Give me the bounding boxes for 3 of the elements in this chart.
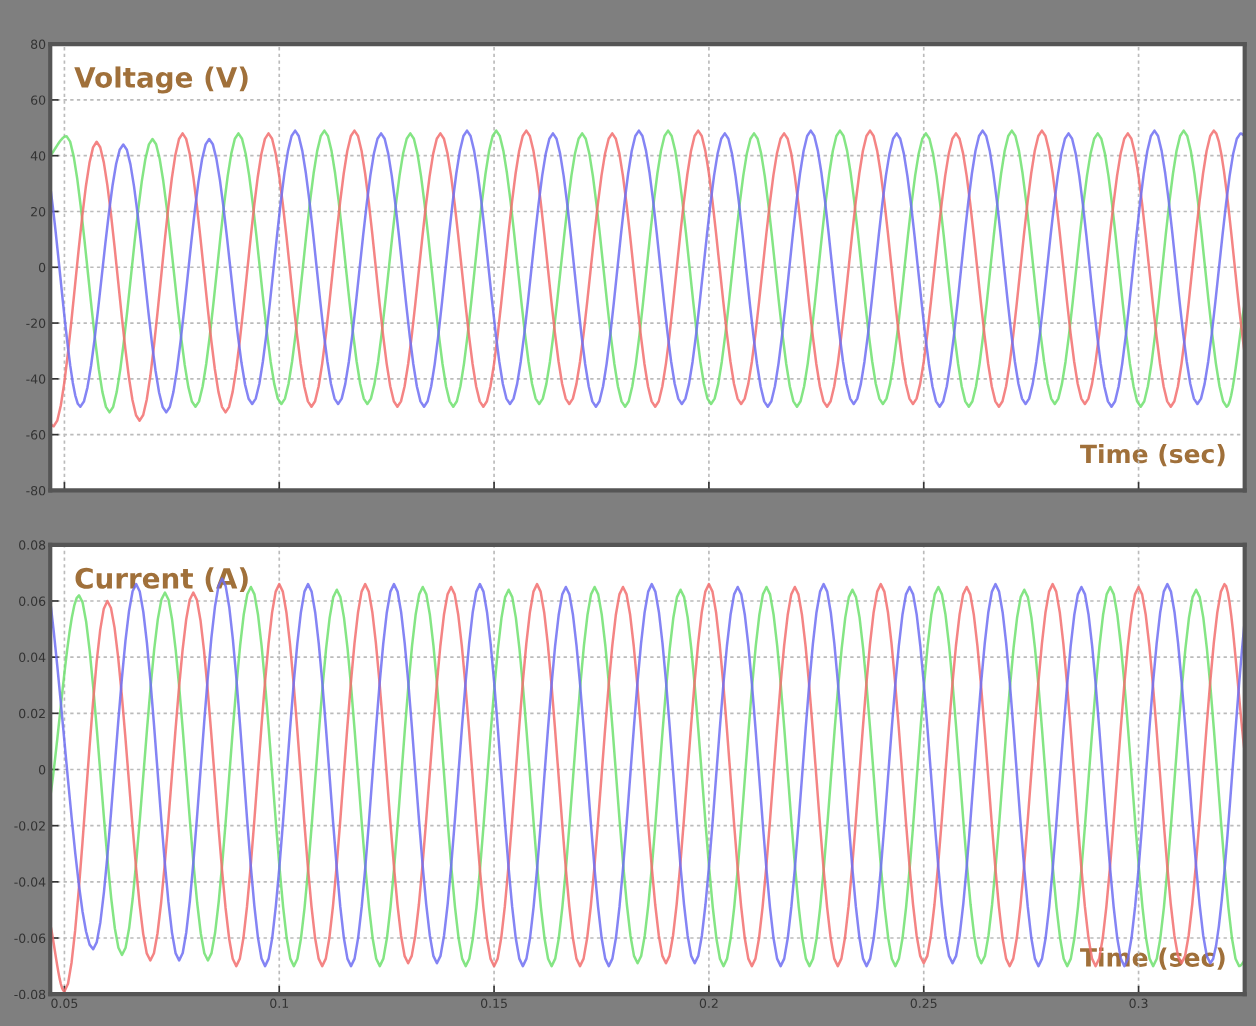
y-axis-title: Current (A) [75,567,248,593]
y-axis-title: Voltage (V) [74,66,248,94]
x-axis-title: Time (sec) [1080,443,1225,467]
